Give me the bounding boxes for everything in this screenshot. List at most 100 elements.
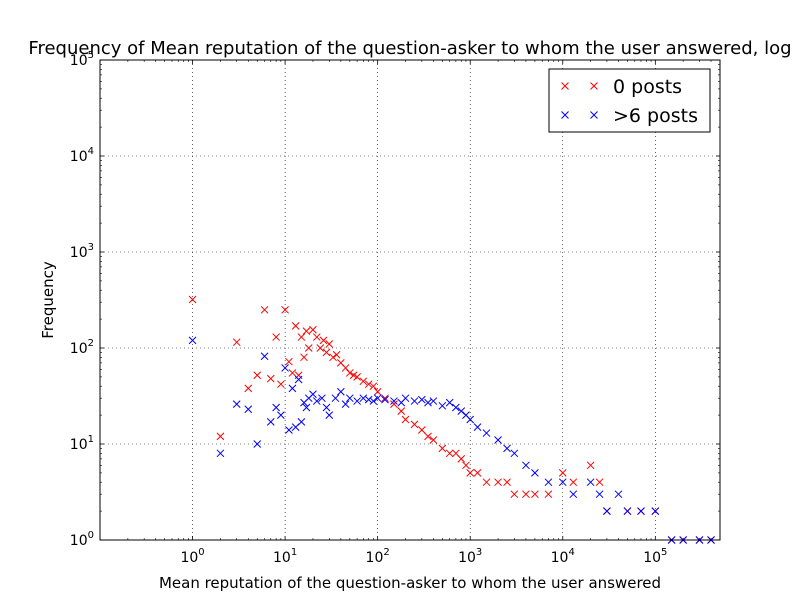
- plot-frame: [99, 59, 721, 541]
- data-point: [623, 507, 632, 515]
- data-point: [558, 469, 567, 477]
- data-point: [277, 411, 285, 419]
- data-point: [341, 364, 350, 372]
- data-point: [266, 374, 275, 383]
- data-point: [544, 490, 553, 499]
- data-point: [260, 352, 269, 361]
- data-point: [332, 350, 341, 359]
- data-point: [359, 394, 368, 403]
- data-point: [466, 469, 475, 477]
- data-point: [188, 336, 197, 345]
- data-point: [503, 444, 511, 453]
- data-point: [417, 426, 426, 434]
- data-point: [302, 403, 311, 412]
- data-point: [429, 397, 438, 405]
- data-point: [445, 398, 454, 407]
- data-point: [285, 426, 293, 434]
- data-point: [266, 418, 275, 426]
- data-point: [494, 436, 502, 444]
- data-point: [345, 369, 354, 377]
- data-point: [253, 371, 262, 380]
- y-axis-label: Frequency: [39, 261, 57, 339]
- data-point: [438, 444, 447, 453]
- data-point: [232, 338, 241, 347]
- data-point: [364, 395, 373, 404]
- data-point: [272, 333, 280, 341]
- data-point: [410, 420, 419, 429]
- data-point: [544, 478, 553, 487]
- x-tick-label: 103: [458, 547, 482, 566]
- data-point: [297, 418, 306, 426]
- data-point: [359, 377, 368, 386]
- data-point: [253, 440, 262, 448]
- legend-label: >6 posts: [613, 105, 698, 127]
- data-point: [329, 353, 337, 362]
- data-point: [452, 403, 460, 412]
- data-point: [288, 384, 297, 393]
- x-axis-label: Mean reputation of the question-asker to…: [159, 574, 661, 592]
- data-point: [424, 398, 432, 407]
- data-point: [341, 400, 350, 409]
- data-point: [244, 384, 253, 393]
- legend: 0 posts >6 posts: [548, 68, 711, 133]
- data-point: [291, 322, 300, 330]
- data-point: [260, 305, 269, 314]
- data-point: [188, 295, 197, 304]
- y-tick-label: 100: [70, 530, 94, 549]
- data-point: [318, 394, 326, 403]
- data-point: [390, 400, 398, 409]
- data-point: [410, 397, 419, 405]
- x-tick-label: 105: [643, 547, 667, 566]
- data-point: [232, 400, 241, 409]
- y-tick-label: 104: [70, 146, 94, 165]
- x-tick-label: 102: [366, 547, 390, 566]
- data-point: [510, 490, 519, 499]
- data-point: [381, 395, 389, 404]
- data-point: [503, 478, 511, 487]
- x-tick-label: 101: [273, 547, 297, 566]
- data-point: [277, 380, 285, 389]
- data-point: [288, 369, 297, 377]
- data-point: [569, 478, 578, 487]
- data-point: [302, 327, 311, 335]
- chart-title: Frequency of Mean reputation of the ques…: [28, 38, 791, 59]
- data-point: [345, 394, 354, 403]
- data-point: [429, 436, 438, 444]
- data-point: [353, 373, 361, 381]
- data-point: [445, 449, 454, 458]
- legend-box: [548, 68, 711, 133]
- legend-marker: [561, 111, 569, 119]
- data-point: [531, 469, 539, 477]
- data-point: [381, 394, 389, 403]
- data-point: [369, 397, 378, 405]
- x-tick-label: 100: [180, 547, 204, 566]
- data-point: [494, 478, 502, 487]
- data-point: [462, 461, 470, 470]
- data-point: [586, 478, 595, 487]
- y-tick-label: 103: [70, 242, 94, 261]
- data-point: [510, 449, 519, 458]
- legend-marker: [590, 111, 598, 119]
- data-point: [390, 397, 398, 405]
- data-point: [281, 364, 289, 372]
- data-point: [569, 490, 578, 499]
- data-point: [316, 344, 325, 352]
- data-point: [216, 449, 225, 458]
- data-point: [312, 333, 321, 341]
- data-point: [325, 340, 334, 348]
- data-point: [586, 461, 595, 470]
- data-point: [473, 423, 482, 431]
- data-point: [309, 390, 317, 399]
- x-tick-label: 104: [551, 547, 575, 566]
- data-point: [285, 357, 293, 366]
- data-point: [369, 382, 378, 391]
- data-point: [482, 429, 491, 437]
- data-point: [312, 397, 321, 405]
- data-point: [522, 461, 530, 470]
- data-point: [595, 478, 604, 487]
- data-point: [473, 469, 482, 477]
- data-point: [438, 401, 447, 410]
- data-point: [309, 325, 317, 334]
- series-1-points: [188, 336, 715, 544]
- data-point: [466, 415, 475, 424]
